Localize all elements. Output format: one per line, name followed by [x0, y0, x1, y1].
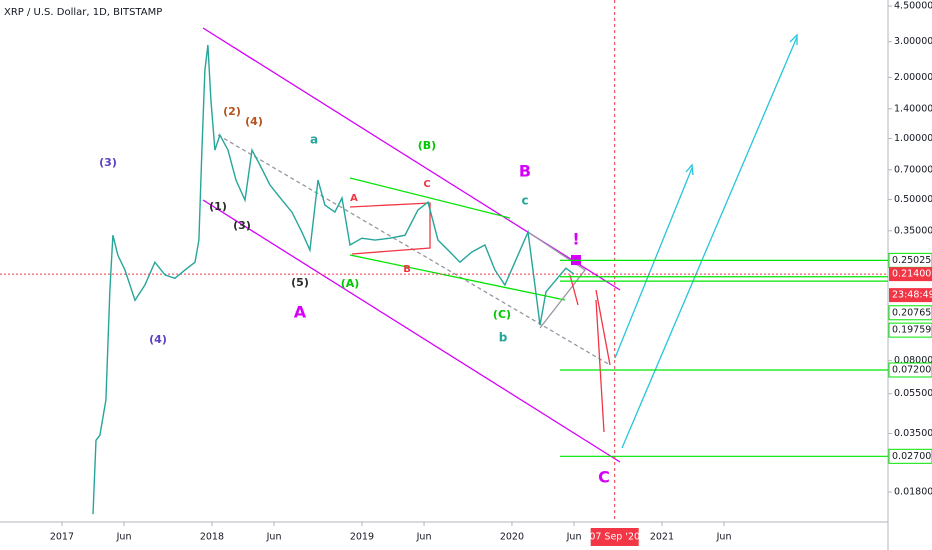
arrow-head [685, 163, 694, 176]
x-tick-label: 2021 [650, 532, 674, 543]
wave-label: b [499, 331, 508, 345]
y-tick-label: 0.08000 [894, 355, 932, 366]
price-level-label: 0.25025 [892, 255, 931, 266]
wave-label: c [521, 194, 528, 208]
x-tick-label: 2019 [350, 532, 374, 543]
y-tick-label: 0.35000 [894, 225, 932, 236]
price-level-label: 0.02700 [892, 451, 931, 462]
price-level-label: 0.20765 [892, 307, 931, 318]
y-tick-label: 3.00000 [894, 36, 932, 47]
wave-label: a [310, 133, 318, 147]
wave-label: (4) [149, 333, 167, 346]
chart-title: XRP / U.S. Dollar, 1D, BITSTAMP [4, 7, 162, 18]
price-level-box [888, 305, 932, 321]
current-price-box [889, 267, 932, 282]
y-tick-label: 0.70000 [894, 164, 932, 175]
triangle-gray [527, 231, 586, 329]
wave-label: B [403, 264, 411, 275]
triangle-red [349, 202, 431, 255]
arrow-down [595, 299, 605, 433]
countdown-box [889, 288, 932, 303]
trend-green [349, 177, 511, 219]
wave-label: (B) [418, 139, 436, 152]
price-line [92, 44, 575, 515]
x-tick-label: 2017 [50, 532, 74, 543]
price-level-label: 0.19759 [892, 325, 931, 336]
wave-label: ! [572, 230, 579, 249]
y-tick-label: 0.03500 [894, 428, 932, 439]
x-tick-label: 2020 [500, 532, 524, 543]
x-tick-label: Jun [716, 532, 732, 543]
wave-label: C [423, 179, 430, 190]
arrow-up [614, 167, 693, 359]
price-level-box [888, 362, 932, 378]
arrow-down [569, 274, 579, 306]
price-level-label: 0.07200 [892, 364, 931, 375]
wave-label: (4) [245, 115, 263, 128]
channel-lower [202, 199, 621, 463]
y-tick-label: 2.00000 [894, 72, 932, 83]
wave-label: (5) [291, 276, 309, 289]
y-tick-label: 1.00000 [894, 133, 932, 144]
x-tick-label: Jun [566, 532, 582, 543]
y-tick-label: 0.05500 [894, 388, 932, 399]
current-price-label: 0.21400 [892, 269, 931, 280]
y-tick-label: 0.01800 [894, 486, 932, 497]
trend-green [349, 254, 566, 301]
mid-line [217, 134, 611, 366]
wave-label: (C) [493, 308, 511, 321]
wave-label: B [519, 162, 531, 181]
arrow-down [595, 289, 611, 366]
price-level-box [888, 322, 932, 338]
y-tick-label: 1.40000 [894, 103, 932, 114]
x-tick-label: Jun [416, 532, 432, 543]
wave-label: (A) [341, 277, 360, 290]
wave-label: (1) [209, 200, 227, 213]
wave-label: (2) [223, 105, 241, 118]
wave-label: (3) [99, 156, 117, 169]
y-tick-label: 4.50000 [894, 1, 932, 12]
price-level-box [888, 448, 932, 464]
y-tick-label: 0.50000 [894, 194, 932, 205]
x-tick-label: 2018 [200, 532, 224, 543]
wave-label: A [294, 303, 307, 322]
wave-label: A [350, 193, 358, 204]
date-marker-label: 07 Sep '20 [589, 532, 640, 543]
x-tick-label: Jun [266, 532, 282, 543]
wave-label: C [598, 468, 610, 487]
arrow-up [621, 36, 798, 449]
x-tick-label: Jun [116, 532, 132, 543]
wave-label: (3) [233, 219, 251, 232]
date-marker-box [590, 528, 639, 546]
arrow-head [789, 33, 798, 45]
countdown-label: 23:48:49 [892, 290, 932, 301]
